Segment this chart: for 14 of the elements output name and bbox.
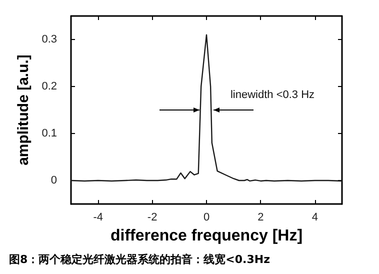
line-series (70, 34, 343, 182)
y-tick-label: 0 (50, 174, 57, 186)
y-axis-title: amplitude [a.u.] (14, 54, 32, 166)
x-tick-label: 0 (203, 212, 210, 224)
x-tick-label: 4 (312, 212, 318, 224)
y-tick-label: 0.3 (42, 34, 57, 46)
y-tick-label: 0.2 (42, 80, 57, 92)
text: 图8：两个稳定光纤激光器系统的拍音：线宽<0.3Hz (9, 253, 270, 266)
annotation: linewidth <0.3 Hz (230, 89, 315, 101)
x-tick-label: -2 (147, 212, 158, 224)
x-axis-title: difference frequency [Hz] (110, 228, 303, 244)
x-tick-label: -4 (93, 212, 103, 224)
y-tick-label: 0.1 (42, 128, 57, 140)
x-tick-label: 2 (258, 212, 264, 224)
